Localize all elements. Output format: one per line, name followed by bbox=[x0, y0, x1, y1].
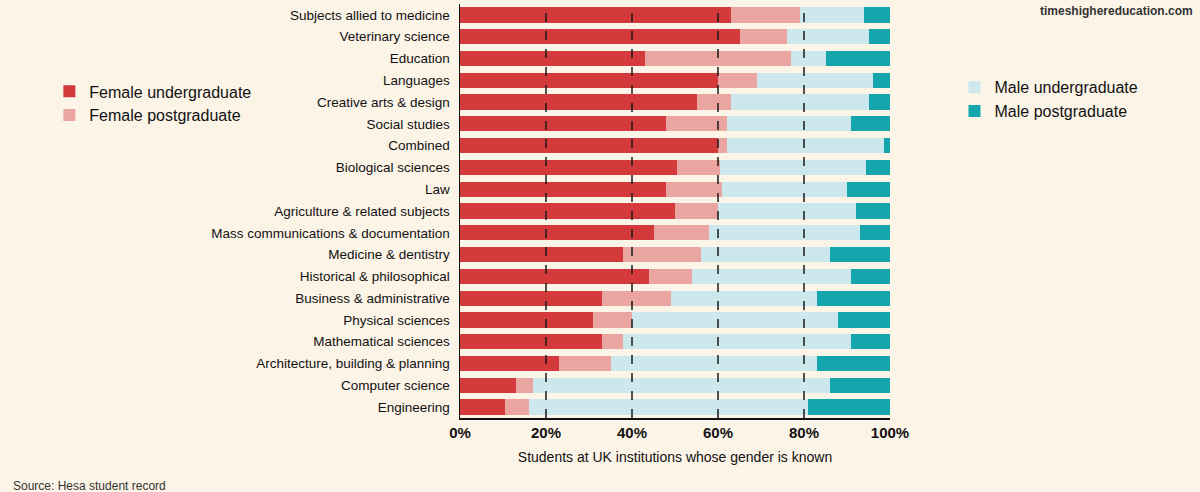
svg-text:0%: 0% bbox=[449, 424, 471, 441]
svg-text:Social studies: Social studies bbox=[367, 117, 451, 132]
svg-text:Medicine & dentistry: Medicine & dentistry bbox=[328, 247, 450, 262]
svg-text:Students at UK institutions wh: Students at UK institutions whose gender… bbox=[518, 449, 832, 465]
svg-text:40%: 40% bbox=[617, 424, 647, 441]
svg-text:Computer science: Computer science bbox=[341, 378, 450, 393]
svg-text:Languages: Languages bbox=[383, 73, 450, 88]
svg-text:Engineering: Engineering bbox=[378, 400, 450, 415]
svg-text:20%: 20% bbox=[531, 424, 561, 441]
svg-text:Historical & philosophical: Historical & philosophical bbox=[300, 269, 450, 284]
svg-text:Education: Education bbox=[390, 51, 450, 66]
svg-text:Biological sciences: Biological sciences bbox=[336, 160, 450, 175]
svg-text:Subjects allied to medicine: Subjects allied to medicine bbox=[290, 8, 450, 23]
svg-text:timeshighereducation.com: timeshighereducation.com bbox=[1040, 4, 1193, 18]
svg-text:Source: Hesa student record: Source: Hesa student record bbox=[13, 479, 166, 492]
svg-text:Business & administrative: Business & administrative bbox=[295, 291, 450, 306]
svg-text:Architecture, building & plann: Architecture, building & planning bbox=[256, 356, 450, 371]
svg-text:80%: 80% bbox=[789, 424, 819, 441]
svg-text:100%: 100% bbox=[871, 424, 909, 441]
svg-text:Creative arts & design: Creative arts & design bbox=[317, 95, 450, 110]
svg-text:Veterinary science: Veterinary science bbox=[339, 29, 449, 44]
svg-text:Physical sciences: Physical sciences bbox=[343, 313, 450, 328]
svg-text:Law: Law bbox=[425, 182, 450, 197]
svg-text:Mass communications & document: Mass communications & documentation bbox=[211, 226, 450, 241]
svg-text:60%: 60% bbox=[703, 424, 733, 441]
svg-text:Agriculture & related subjects: Agriculture & related subjects bbox=[274, 204, 450, 219]
svg-text:Male postgraduate: Male postgraduate bbox=[995, 103, 1128, 120]
svg-text:Female postgraduate: Female postgraduate bbox=[89, 107, 240, 124]
svg-text:Combined: Combined bbox=[388, 138, 450, 153]
svg-text:Male undergraduate: Male undergraduate bbox=[995, 79, 1138, 96]
svg-text:Mathematical sciences: Mathematical sciences bbox=[313, 334, 450, 349]
svg-text:Female undergraduate: Female undergraduate bbox=[89, 84, 251, 101]
